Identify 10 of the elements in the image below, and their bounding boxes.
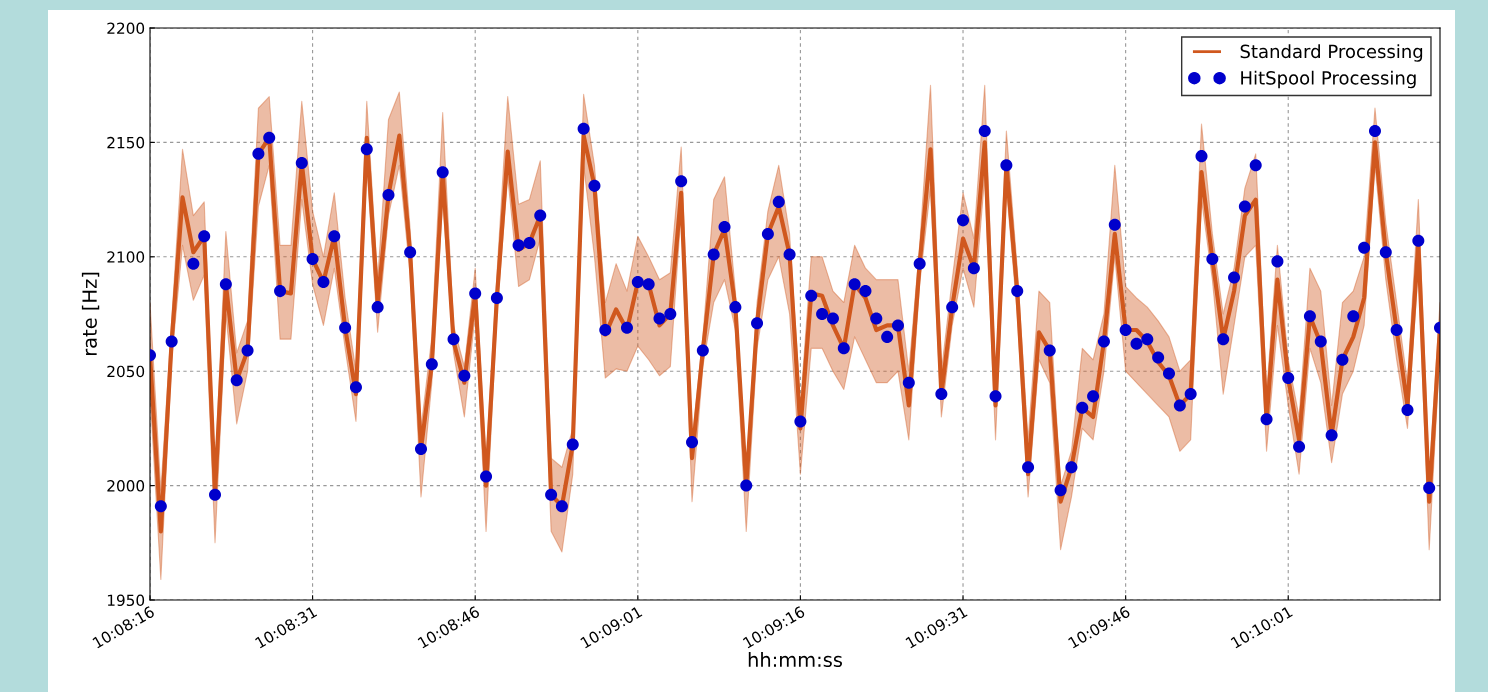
y-tick-label: 2000: [107, 480, 145, 492]
y-tick-label: 2150: [107, 136, 145, 149]
x-axis-title: hh:mm:ss: [748, 651, 842, 668]
y-tick-label: 1950: [107, 594, 145, 607]
y-axis-title: rate [Hz]: [81, 272, 100, 356]
legend-label: HitSpool Processing: [1241, 70, 1416, 89]
y-tick-label: 2100: [107, 251, 145, 263]
y-tick-label: 2050: [107, 365, 145, 378]
y-tick-label: 2200: [107, 22, 145, 35]
legend-label: Standard Processing: [1240, 44, 1423, 62]
